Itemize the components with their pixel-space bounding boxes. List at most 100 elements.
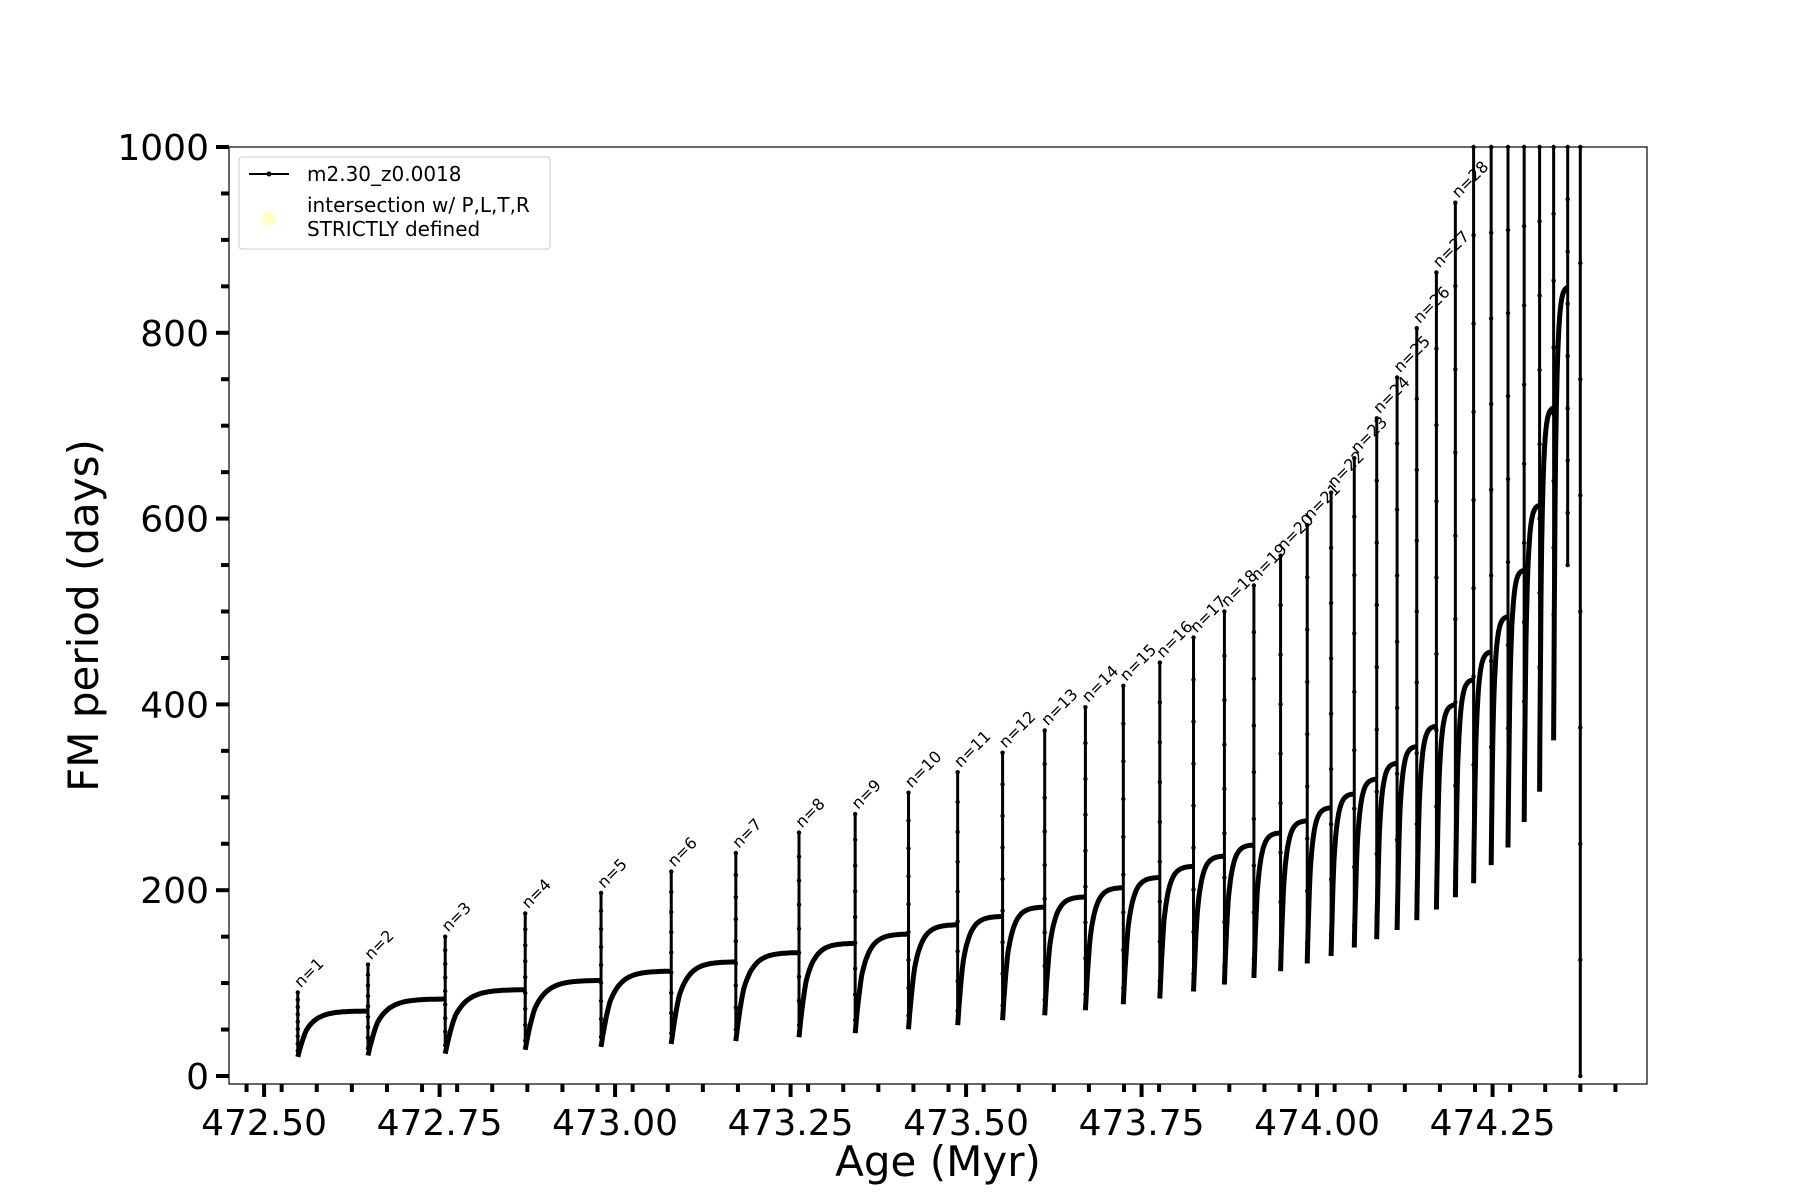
pulse-point: [1414, 680, 1419, 685]
pulse-point: [1374, 851, 1379, 857]
pulse-point: [1278, 553, 1283, 558]
pulse-point: [1328, 600, 1334, 606]
pulse-recovery-curve: [1471, 649, 1492, 884]
pulse-point: [365, 1014, 371, 1019]
pulse-recovery-curve: [1191, 853, 1225, 992]
pulse-point: [598, 944, 604, 950]
pulse-point: [1453, 700, 1458, 705]
pulse-point: [1505, 476, 1511, 482]
pulse-point: [1278, 949, 1283, 954]
pulse-point: [1578, 260, 1583, 266]
pulse-point: [669, 970, 674, 975]
pulse-point: [1083, 704, 1088, 710]
pulse-point: [733, 1027, 739, 1032]
pulse-point: [1537, 367, 1542, 373]
pulse-point: [523, 1038, 528, 1043]
y-axis-label: FM period (days): [59, 439, 108, 792]
pulse-point: [906, 1013, 911, 1018]
pulse-point: [1521, 619, 1527, 625]
pulse-point: [796, 878, 802, 883]
pulse-point: [1414, 892, 1419, 898]
pulse-point: [295, 1041, 300, 1046]
pulse-point: [852, 837, 858, 843]
pulse-point: [1352, 748, 1357, 753]
pulse-point: [796, 926, 802, 931]
pulse-point: [523, 911, 528, 916]
pulse-recovery-curve: [1278, 818, 1308, 972]
pulse-point: [1453, 367, 1458, 372]
x-tick-label: 474.00: [1254, 1103, 1380, 1144]
pulse-point: [955, 859, 960, 864]
pulse-point: [955, 770, 960, 775]
pulse-point: [1191, 677, 1196, 682]
y-tick-label: 1000: [117, 128, 209, 169]
pulse-point: [1191, 803, 1196, 808]
pulse-point: [1083, 884, 1088, 889]
pulse-point: [443, 948, 448, 953]
legend-box: [238, 156, 551, 250]
pulse-point: [1305, 940, 1310, 946]
x-tick-label: 473.50: [903, 1103, 1029, 1144]
pulse-point: [1251, 629, 1257, 635]
pulse-point: [1537, 590, 1542, 596]
pulse-point: [1191, 929, 1196, 934]
pulse-point: [955, 889, 960, 894]
pulse-recovery-curve: [668, 959, 736, 1045]
pulse-point: [598, 1016, 604, 1022]
pulse-point: [1505, 642, 1511, 648]
y-tick-label: 600: [140, 500, 209, 541]
pulse-point: [1471, 586, 1476, 591]
pulse-point: [1537, 442, 1542, 447]
pulse-point: [1222, 653, 1227, 659]
pulse-point: [852, 811, 858, 817]
pulse-point: [295, 997, 300, 1002]
pulse-recovery-curve: [852, 931, 909, 1034]
pulse-point: [1551, 678, 1556, 684]
pulse-point: [1305, 575, 1310, 580]
pulse-recovery-curve: [1488, 614, 1509, 866]
pulse-point: [1000, 971, 1005, 977]
pulse-point: [523, 927, 528, 932]
pulse-recovery-curve: [1351, 776, 1377, 948]
pulse-point: [1191, 635, 1196, 640]
pulse-point: [796, 1022, 802, 1028]
pulse-point: [1453, 283, 1458, 289]
legend-entry-series: m2.30_z0.0018: [307, 162, 462, 186]
pulse-point: [1374, 478, 1379, 483]
pulse-point: [598, 980, 604, 986]
pulse-recovery-curve: [1221, 842, 1254, 985]
pulse-point: [1251, 910, 1257, 915]
pulse-recovery-curve: [1537, 405, 1555, 792]
pulse-point: [1191, 761, 1196, 766]
pulse-point: [1157, 779, 1163, 785]
pulse-point: [598, 962, 604, 968]
legend-entry-intersection-line2: STRICTLY defined: [307, 217, 480, 241]
pulse-point: [906, 790, 911, 795]
pulse-point: [1121, 910, 1126, 915]
pulse-point: [1352, 864, 1357, 870]
pulse-point: [443, 1015, 448, 1021]
pulse-point: [669, 869, 674, 874]
pulse-point: [1434, 575, 1439, 580]
pulse-point: [1521, 699, 1527, 704]
pulse-point: [1157, 740, 1163, 745]
pulse-point: [1434, 804, 1439, 809]
pulse-point: [1042, 930, 1047, 935]
pulse-recovery-curve: [1082, 885, 1124, 1011]
pulse-point: [1083, 920, 1088, 925]
pulse-point: [523, 990, 528, 996]
pulse-point: [1305, 836, 1310, 841]
pulse-point: [523, 974, 528, 980]
pulse-point: [1000, 940, 1005, 945]
pulse-point: [1251, 863, 1257, 868]
pulse-recovery-curve: [955, 913, 1003, 1026]
pulse-point: [1578, 377, 1583, 382]
pulse-point: [1505, 726, 1511, 731]
pulse-point: [852, 1018, 858, 1023]
pulse-recovery-curve: [1394, 744, 1418, 931]
pulse-point: [443, 1043, 448, 1048]
pulse-point: [1352, 572, 1357, 578]
pulse-point: [1083, 812, 1088, 818]
pulse-point: [1121, 947, 1126, 953]
pulse-point: [1042, 795, 1047, 800]
